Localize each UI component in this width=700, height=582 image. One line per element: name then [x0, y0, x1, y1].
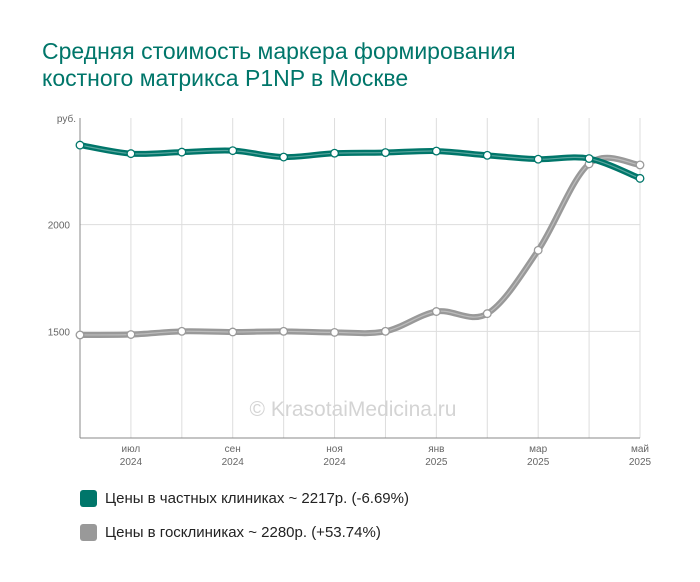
chart-legend: Цены в частных клиниках ~ 2217р. (-6.69%… — [80, 486, 409, 554]
data-point-public — [228, 327, 238, 337]
legend-item-private[interactable]: Цены в частных клиниках ~ 2217р. (-6.69%… — [80, 486, 409, 510]
data-point-private — [177, 147, 187, 157]
x-tick-month-label: июл — [122, 444, 141, 455]
y-tick-label: 1500 — [48, 327, 71, 338]
legend-label-private: Цены в частных клиниках ~ 2217р. (-6.69%… — [105, 489, 409, 507]
data-point-private — [584, 154, 594, 163]
x-tick-year-label: 2024 — [120, 457, 143, 468]
data-point-private — [126, 149, 136, 159]
legend-swatch-public — [80, 523, 97, 541]
x-tick-year-label: 2025 — [425, 457, 448, 468]
data-point-public — [482, 309, 492, 319]
data-point-private — [381, 148, 390, 158]
data-point-private — [330, 148, 339, 158]
chart-series — [75, 140, 645, 340]
data-point-private — [635, 173, 645, 183]
x-tick-year-label: 2024 — [323, 457, 346, 468]
data-point-public — [126, 330, 136, 339]
data-point-public — [279, 326, 289, 336]
legend-swatch-private — [80, 489, 97, 507]
data-point-public — [381, 326, 390, 336]
series-line-private — [77, 142, 643, 182]
data-point-public — [431, 307, 441, 316]
x-tick-month-label: май — [631, 444, 649, 455]
chart-title: Средняя стоимость маркера формирования к… — [42, 38, 662, 92]
data-point-public — [177, 326, 187, 336]
data-point-private — [482, 150, 492, 160]
x-tick-year-label: 2025 — [629, 457, 652, 468]
series-line-highlight-public — [79, 157, 641, 336]
y-axis-label: руб. — [57, 113, 76, 125]
legend-label-public: Цены в госклиниках ~ 2280р. (+53.74%) — [105, 523, 381, 541]
y-tick-label: 2000 — [48, 221, 71, 232]
x-tick-month-label: сен — [225, 444, 241, 455]
watermark: © KrasotaiMedicina.ru — [250, 398, 457, 421]
legend-item-public[interactable]: Цены в госклиниках ~ 2280р. (+53.74%) — [80, 520, 409, 544]
x-tick-month-label: мар — [529, 444, 547, 455]
series-line-public — [77, 154, 643, 338]
data-point-public — [75, 330, 85, 340]
data-point-public — [330, 327, 339, 337]
data-point-public — [533, 245, 543, 255]
data-point-private — [533, 154, 543, 164]
line-chart: 1500 2000 руб. июл 2024 сен 2024 ноя 2024 янв 2025… — [48, 113, 652, 468]
x-tick-year-label: 2025 — [527, 457, 550, 468]
data-point-private — [279, 152, 289, 162]
chart-title-line-2: костного матрикса P1NP в Москве — [42, 65, 409, 91]
chart-grid — [79, 118, 641, 438]
chart-title-line-1: Средняя стоимость маркера формирования — [42, 38, 516, 64]
data-point-private — [75, 140, 85, 150]
x-tick-month-label: ноя — [326, 444, 343, 455]
chart-axes: 1500 2000 руб. июл 2024 сен 2024 ноя 2024 янв 2025… — [48, 113, 652, 468]
data-point-private — [228, 146, 238, 156]
data-point-public — [635, 160, 645, 170]
data-point-private — [431, 146, 441, 156]
x-tick-year-label: 2024 — [222, 457, 245, 468]
x-tick-month-label: янв — [428, 444, 444, 455]
